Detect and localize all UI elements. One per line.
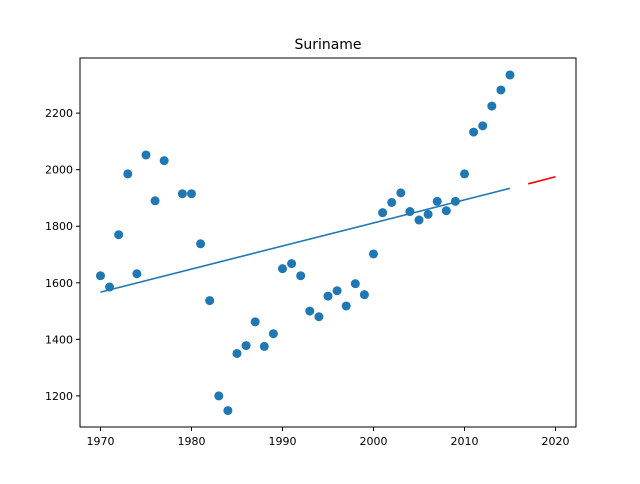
data-point <box>405 207 415 217</box>
plot-frame <box>79 57 577 428</box>
data-point <box>132 269 142 279</box>
data-point <box>214 391 224 401</box>
data-point <box>323 291 333 301</box>
data-point <box>250 317 260 327</box>
data-point <box>341 301 351 311</box>
chart-title: Suriname <box>294 37 361 53</box>
data-point <box>177 189 187 199</box>
data-point <box>414 215 424 225</box>
x-axis: 1970 1980 1990 2000 2010 2020 <box>86 427 570 448</box>
data-point <box>423 209 433 219</box>
data-point <box>396 188 406 198</box>
data-point <box>114 230 124 240</box>
data-point <box>441 206 451 216</box>
x-tick-label: 2000 <box>360 435 388 448</box>
data-point <box>105 282 115 292</box>
y-tick-label: 1800 <box>45 220 73 233</box>
data-point <box>296 271 306 281</box>
trend-line <box>100 187 511 293</box>
data-point <box>378 208 388 218</box>
y-tick-label: 1200 <box>45 390 73 403</box>
data-point <box>359 290 369 300</box>
x-tick-label: 2020 <box>542 435 570 448</box>
data-point <box>123 169 133 179</box>
data-point <box>159 156 169 166</box>
data-point <box>268 329 278 339</box>
data-point <box>141 150 151 160</box>
data-point <box>369 249 379 259</box>
data-point <box>241 341 251 351</box>
data-point <box>305 306 315 316</box>
x-tick-label: 1980 <box>177 435 205 448</box>
data-point <box>432 196 442 206</box>
data-point <box>332 286 342 296</box>
data-point <box>223 406 233 416</box>
x-tick-label: 1990 <box>268 435 296 448</box>
data-point <box>95 271 105 281</box>
data-point <box>186 189 196 199</box>
trend-layer <box>100 175 556 293</box>
data-point <box>350 279 360 289</box>
data-point <box>478 121 488 131</box>
data-point <box>314 312 324 322</box>
data-point <box>259 341 269 351</box>
data-point <box>450 196 460 206</box>
data-point <box>196 239 206 249</box>
data-point <box>505 70 515 80</box>
data-point <box>469 127 479 137</box>
forecast-line <box>528 175 556 185</box>
data-point <box>287 259 297 269</box>
data-point <box>232 348 242 358</box>
y-tick-label: 1400 <box>45 333 73 346</box>
data-point <box>460 169 470 179</box>
y-tick-label: 1600 <box>45 277 73 290</box>
data-point <box>205 296 215 306</box>
x-tick-label: 2010 <box>451 435 479 448</box>
y-axis: 1200 1400 1600 1800 2000 2200 <box>45 107 80 403</box>
y-tick-label: 2200 <box>45 107 73 120</box>
data-point <box>496 85 506 95</box>
data-point <box>387 197 397 207</box>
y-tick-label: 2000 <box>45 164 73 177</box>
points-layer <box>95 70 515 416</box>
data-point <box>277 264 287 274</box>
data-point <box>487 101 497 111</box>
x-tick-label: 1970 <box>86 435 114 448</box>
data-point <box>150 196 160 206</box>
